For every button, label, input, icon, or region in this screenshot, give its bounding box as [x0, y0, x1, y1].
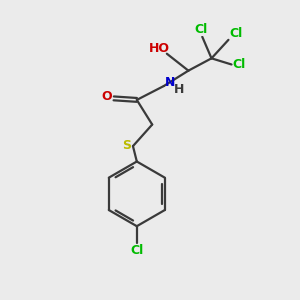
Text: Cl: Cl	[194, 22, 207, 36]
Text: HO: HO	[148, 42, 170, 55]
Text: H: H	[174, 82, 184, 96]
Text: O: O	[101, 90, 112, 103]
Text: Cl: Cl	[130, 244, 143, 256]
Text: Cl: Cl	[232, 58, 246, 71]
Text: N: N	[164, 76, 175, 89]
Text: S: S	[122, 139, 131, 152]
Text: Cl: Cl	[230, 27, 243, 40]
